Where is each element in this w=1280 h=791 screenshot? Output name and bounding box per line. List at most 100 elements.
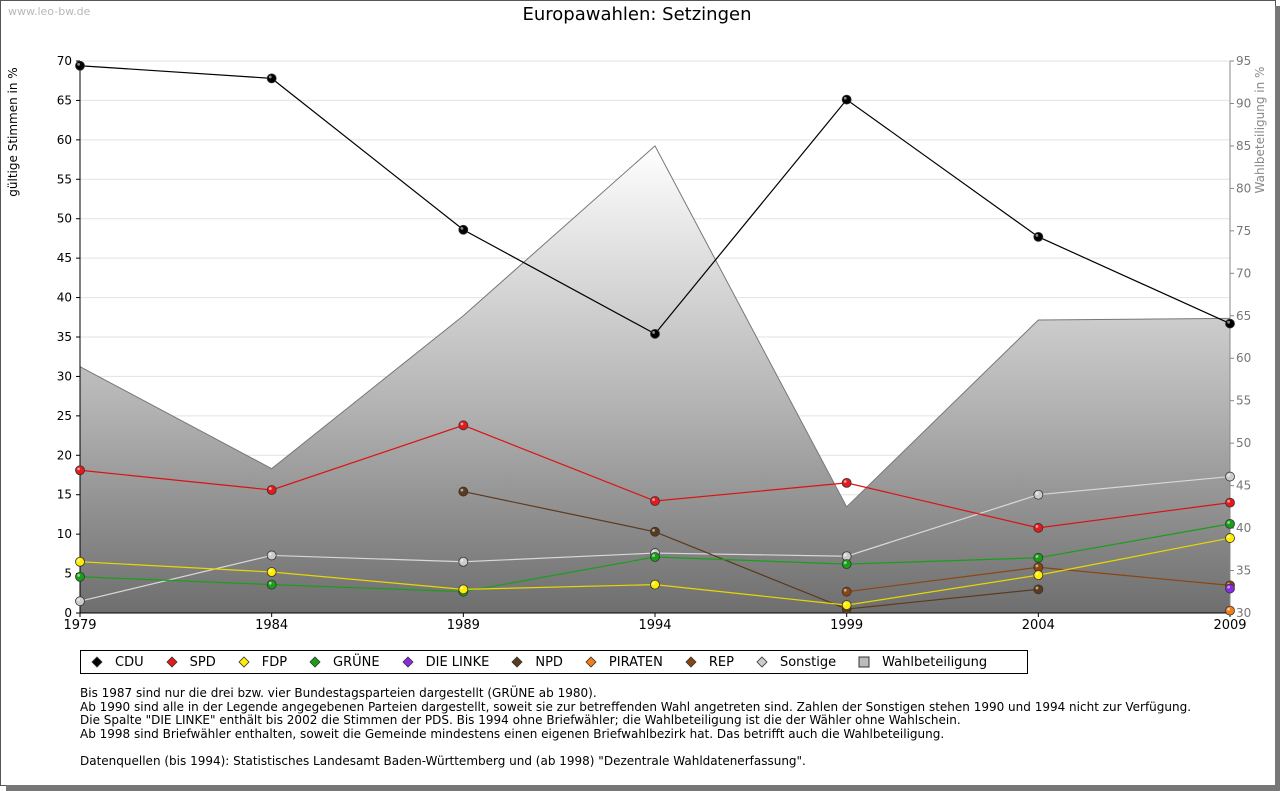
marker [1033, 584, 1044, 595]
marker-highlight [77, 558, 80, 562]
y-tick-label: 50 [57, 212, 72, 226]
x-tick-label: 2004 [1022, 618, 1055, 633]
marker [841, 94, 852, 105]
legend-item: NPD [511, 655, 563, 670]
axes: 0 5 10 15 20 25 30 35 40 45 50 55 60 65 70 30 35 40 45 50 55… [57, 54, 1252, 633]
marker-highlight [77, 573, 80, 577]
marker-highlight [1227, 499, 1230, 503]
marker [650, 328, 660, 339]
data-point-cdu [266, 73, 277, 84]
legend-square-marker [858, 656, 870, 668]
data-point-cdu [841, 94, 852, 105]
marker-highlight [1035, 525, 1039, 528]
marker [75, 571, 85, 582]
marker [650, 496, 660, 506]
legend-label: SPD [189, 654, 216, 670]
marker [841, 559, 852, 570]
marker [266, 550, 277, 561]
y2-axis-label: Wahlbeteiligung in % [1253, 67, 1267, 194]
legend-diamond-marker [685, 656, 697, 668]
y-tick-label: 10 [57, 527, 72, 541]
marker [1033, 489, 1044, 500]
legend-swatch [511, 656, 523, 668]
data-point-gruene [1225, 518, 1235, 529]
marker-highlight [77, 467, 80, 471]
legend-swatch [858, 656, 870, 668]
marker-highlight [460, 422, 464, 426]
marker-highlight [460, 558, 464, 562]
marker [266, 485, 277, 495]
x-tick-label: 1994 [638, 618, 671, 633]
x-tick-label: 1984 [255, 618, 288, 633]
legend-item: GRÜNE [309, 655, 380, 670]
y-tick-label: 45 [57, 251, 72, 265]
y-tick-label: 65 [57, 93, 72, 107]
data-point-fdp [75, 556, 85, 567]
y2-tick-label: 75 [1236, 224, 1251, 238]
marker [1225, 533, 1235, 543]
data-point-cdu [1033, 231, 1044, 242]
marker-highlight [1035, 586, 1039, 590]
footnote-line: Ab 1998 sind Briefwähler enthalten, sowe… [80, 726, 945, 741]
y-tick-label: 30 [57, 369, 72, 383]
data-point-sonstige [1033, 489, 1044, 500]
marker [650, 526, 660, 537]
legend-label: NPD [535, 654, 563, 670]
marker-highlight [268, 552, 272, 556]
legend-label: DIE LINKE [425, 654, 490, 670]
y-tick-label: 20 [57, 448, 72, 462]
data-point-fdp [266, 567, 277, 577]
marker [458, 486, 469, 497]
marker [458, 584, 469, 595]
data-point-fdp [1033, 570, 1044, 581]
data-point-spd [650, 496, 660, 506]
marker-highlight [268, 581, 272, 585]
legend-item: PIRATEN [585, 655, 663, 670]
legend-diamond-marker [756, 656, 768, 668]
marker [458, 224, 469, 235]
x-tick-label: 2009 [1213, 618, 1246, 633]
x-tick-label: 1989 [447, 618, 480, 633]
y2-tick-label: 40 [1236, 521, 1251, 535]
legend-swatch [585, 656, 597, 668]
data-point-sonstige [75, 596, 85, 607]
legend-diamond-marker [166, 656, 178, 668]
marker [650, 552, 660, 562]
footnote-line: Datenquellen (bis 1994): Statistisches L… [80, 753, 806, 768]
marker-highlight [268, 487, 272, 490]
legend-diamond-marker [585, 656, 597, 668]
frame-shadow-right [1275, 6, 1280, 791]
marker-highlight [77, 598, 80, 602]
marker [1225, 471, 1235, 482]
data-point-cdu [458, 224, 469, 235]
data-point-gruene [75, 571, 85, 582]
marker-highlight [843, 561, 847, 565]
y-tick-label: 55 [57, 172, 72, 186]
marker-highlight [1035, 555, 1039, 558]
legend-label: PIRATEN [608, 654, 663, 670]
data-point-spd [266, 485, 277, 495]
footnotes: Bis 1987 sind nur die drei bzw. vier Bun… [80, 686, 1191, 768]
y-axis-label: gültige Stimmen in % [6, 67, 20, 196]
data-point-fdp [841, 600, 852, 611]
legend-label: REP [708, 654, 734, 670]
series-lines [75, 60, 1235, 616]
y-tick-label: 5 [64, 567, 72, 581]
y2-tick-label: 55 [1236, 394, 1251, 408]
data-point-npd [458, 486, 469, 497]
series-line-npd [463, 490, 1039, 610]
marker [458, 420, 469, 431]
marker-highlight [268, 569, 272, 572]
marker [266, 579, 277, 590]
legend: CDU SPD FDP GRÜNE DIE LINKE NPD PIRATEN REP Sons… [80, 650, 1028, 674]
legend-item: REP [685, 655, 734, 670]
legend-swatch [756, 656, 768, 668]
marker-highlight [843, 480, 847, 483]
marker [1033, 231, 1044, 242]
marker [75, 596, 85, 607]
data-point-gruene [266, 579, 277, 590]
y2-tick-label: 95 [1236, 54, 1251, 68]
marker-highlight [843, 588, 847, 592]
y2-tick-label: 35 [1236, 564, 1251, 578]
